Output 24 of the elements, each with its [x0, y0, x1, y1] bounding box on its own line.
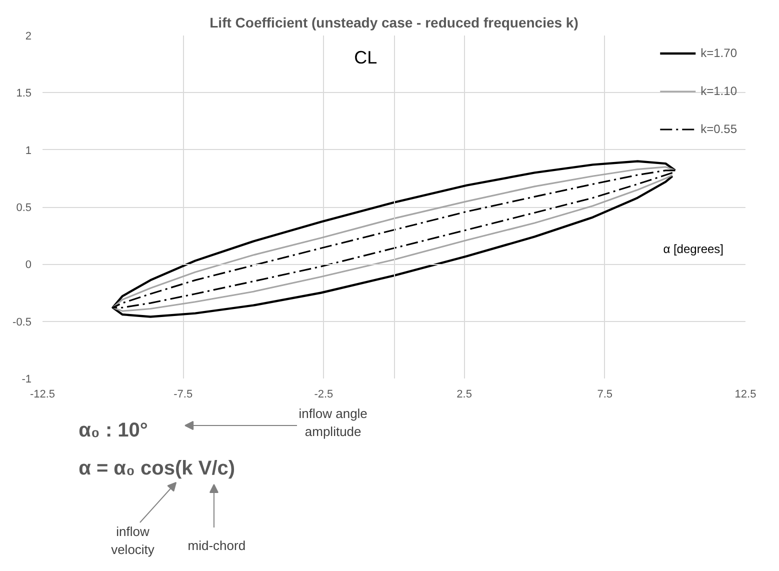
text: inflow angle amplitude: [298, 406, 368, 439]
y-tick-label: 0.5: [16, 202, 32, 214]
y-tick-label: 2: [25, 30, 32, 42]
x-tick-label: -2.5: [314, 388, 334, 400]
y-tick-label: -0.5: [12, 316, 32, 328]
x-tick-label: -12.5: [30, 388, 56, 400]
y-tick-label: -1: [22, 374, 32, 386]
y-tick-label: 1: [25, 144, 32, 157]
text: inflow velocity: [111, 524, 155, 557]
y-axis-title: CL: [354, 48, 378, 68]
x-tick-label: -7.5: [174, 388, 193, 400]
x-tick-label: 12.5: [734, 388, 756, 400]
y-tick-label: 0: [25, 259, 32, 272]
legend-label: k=0.55: [700, 122, 737, 136]
x-tick-label: 7.5: [597, 388, 613, 400]
y-tick-label: 1.5: [16, 88, 32, 100]
x-tick-label: 2.5: [456, 388, 472, 400]
text: α₀ : 10°: [78, 420, 148, 442]
x-axis-title: α [degrees]: [663, 242, 724, 256]
legend-label: k=1.70: [700, 46, 737, 60]
chart-title: Lift Coefficient (unsteady case - reduced frequencies k): [210, 14, 578, 30]
legend-label: k=1.10: [700, 84, 737, 98]
text: α = α₀ cos(k V/c): [78, 458, 236, 480]
text: mid-chord: [188, 538, 246, 553]
